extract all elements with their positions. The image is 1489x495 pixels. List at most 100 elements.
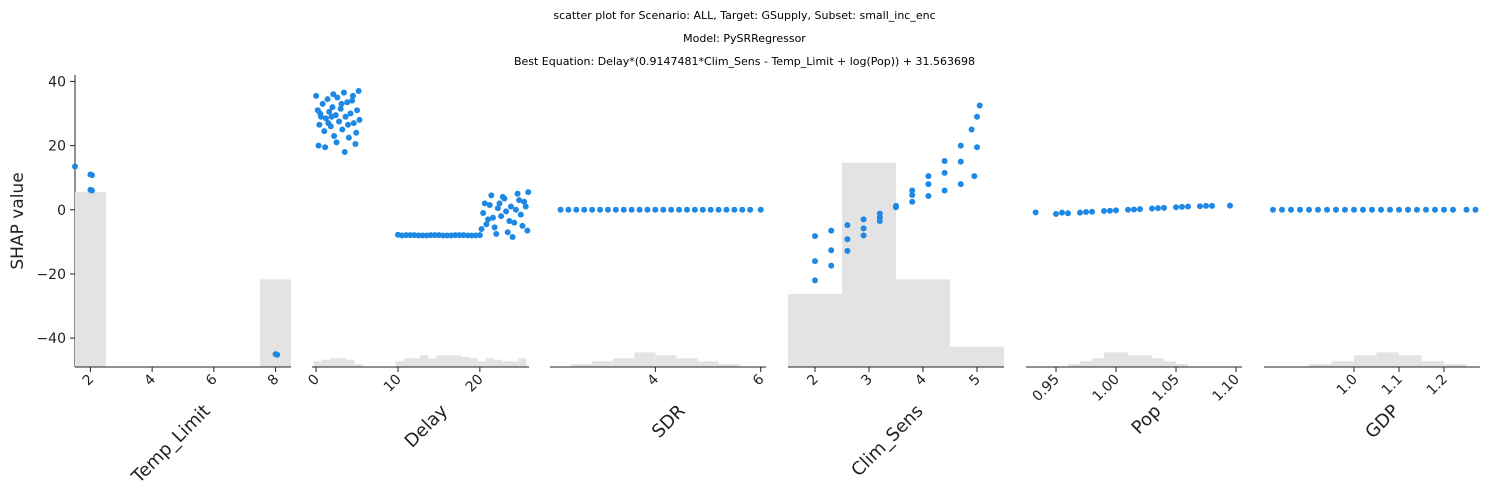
data-point: [757, 206, 764, 213]
data-point: [957, 158, 964, 165]
histogram-bar: [1140, 355, 1152, 367]
data-point: [328, 113, 335, 120]
data-point: [349, 97, 356, 104]
data-point: [925, 192, 932, 199]
data-point: [507, 203, 514, 210]
data-point: [589, 206, 596, 213]
histogram-bar: [1376, 352, 1399, 367]
data-point: [909, 198, 916, 205]
histogram-bar: [461, 356, 470, 367]
histogram-bar: [411, 358, 421, 367]
data-point: [350, 120, 357, 127]
data-point: [828, 227, 835, 234]
data-point: [494, 205, 501, 212]
data-point: [747, 206, 754, 213]
data-point: [1378, 206, 1384, 213]
data-point: [1432, 206, 1438, 213]
histogram-bar: [788, 294, 842, 367]
data-point: [715, 206, 722, 213]
data-point: [1387, 206, 1393, 213]
data-point: [860, 232, 867, 239]
histogram-bar: [354, 364, 363, 367]
data-point: [1101, 208, 1107, 215]
data-point: [974, 113, 980, 120]
data-point: [403, 232, 410, 239]
data-point: [941, 157, 948, 164]
x-axis-label: Delay: [401, 400, 453, 452]
data-point: [1423, 206, 1429, 213]
chart-title-line-2: Model: PySRRegressor: [683, 32, 806, 45]
data-point: [341, 149, 348, 156]
data-point: [731, 206, 738, 213]
data-point: [342, 113, 349, 120]
data-point: [440, 232, 447, 239]
y-tick-label: 0: [57, 203, 66, 219]
x-tick-label: 0.95: [1029, 372, 1062, 405]
data-point: [876, 218, 883, 224]
data-point: [828, 247, 835, 254]
histogram-bar: [395, 361, 404, 367]
data-point: [316, 121, 323, 128]
x-axis-label: GDP: [1361, 401, 1403, 443]
data-point: [1173, 204, 1179, 211]
histogram-bar: [1399, 355, 1422, 367]
data-point: [1351, 206, 1357, 213]
data-point: [683, 206, 690, 213]
x-axis-label: Pop: [1128, 401, 1166, 439]
data-point: [628, 206, 635, 213]
data-point: [509, 234, 516, 241]
x-tick-label: 20: [463, 372, 487, 396]
data-point: [1197, 203, 1203, 210]
data-point: [1360, 206, 1366, 213]
data-point: [354, 107, 361, 114]
histogram-bar: [1152, 358, 1164, 367]
data-point: [499, 193, 506, 200]
histogram-bar: [1104, 352, 1116, 367]
x-tick-label: 8: [265, 372, 283, 390]
histogram-bar: [452, 355, 462, 367]
data-point: [88, 172, 95, 179]
data-point: [676, 206, 683, 213]
data-point: [620, 206, 627, 213]
histogram-bar: [1116, 352, 1128, 367]
data-point: [581, 206, 588, 213]
data-point: [604, 206, 611, 213]
data-point: [691, 206, 698, 213]
data-point: [1396, 206, 1402, 213]
histogram-bar: [842, 162, 896, 367]
data-point: [557, 206, 564, 213]
data-point: [828, 262, 835, 269]
data-point: [976, 102, 983, 109]
data-point: [345, 121, 352, 128]
x-tick-label: 1.0: [1334, 372, 1361, 399]
x-tick-label: 5: [966, 372, 984, 390]
data-point: [506, 218, 513, 224]
histogram-bar: [346, 359, 355, 367]
data-point: [1333, 206, 1339, 213]
data-point: [322, 115, 329, 122]
histogram-bar: [444, 355, 453, 367]
data-point: [326, 108, 333, 115]
data-point: [860, 225, 867, 232]
data-point: [957, 181, 964, 188]
data-point: [925, 173, 932, 180]
y-axis-label: SHAP value: [8, 172, 28, 269]
data-point: [415, 232, 422, 239]
data-point: [565, 206, 572, 213]
data-point: [1059, 209, 1065, 216]
x-tick-label: 2: [804, 372, 822, 390]
histogram-bar: [697, 361, 719, 367]
data-point: [333, 139, 340, 146]
data-point: [723, 206, 730, 213]
data-point: [274, 351, 281, 358]
data-point: [925, 181, 932, 188]
data-point: [72, 163, 78, 170]
data-point: [488, 192, 495, 199]
data-point: [355, 88, 362, 95]
data-point: [1077, 209, 1083, 216]
histogram-bar: [1309, 364, 1332, 367]
data-point: [812, 277, 818, 284]
histogram-bar: [1068, 364, 1080, 367]
x-tick-label: 0: [305, 372, 323, 390]
histogram-bar: [75, 191, 106, 367]
